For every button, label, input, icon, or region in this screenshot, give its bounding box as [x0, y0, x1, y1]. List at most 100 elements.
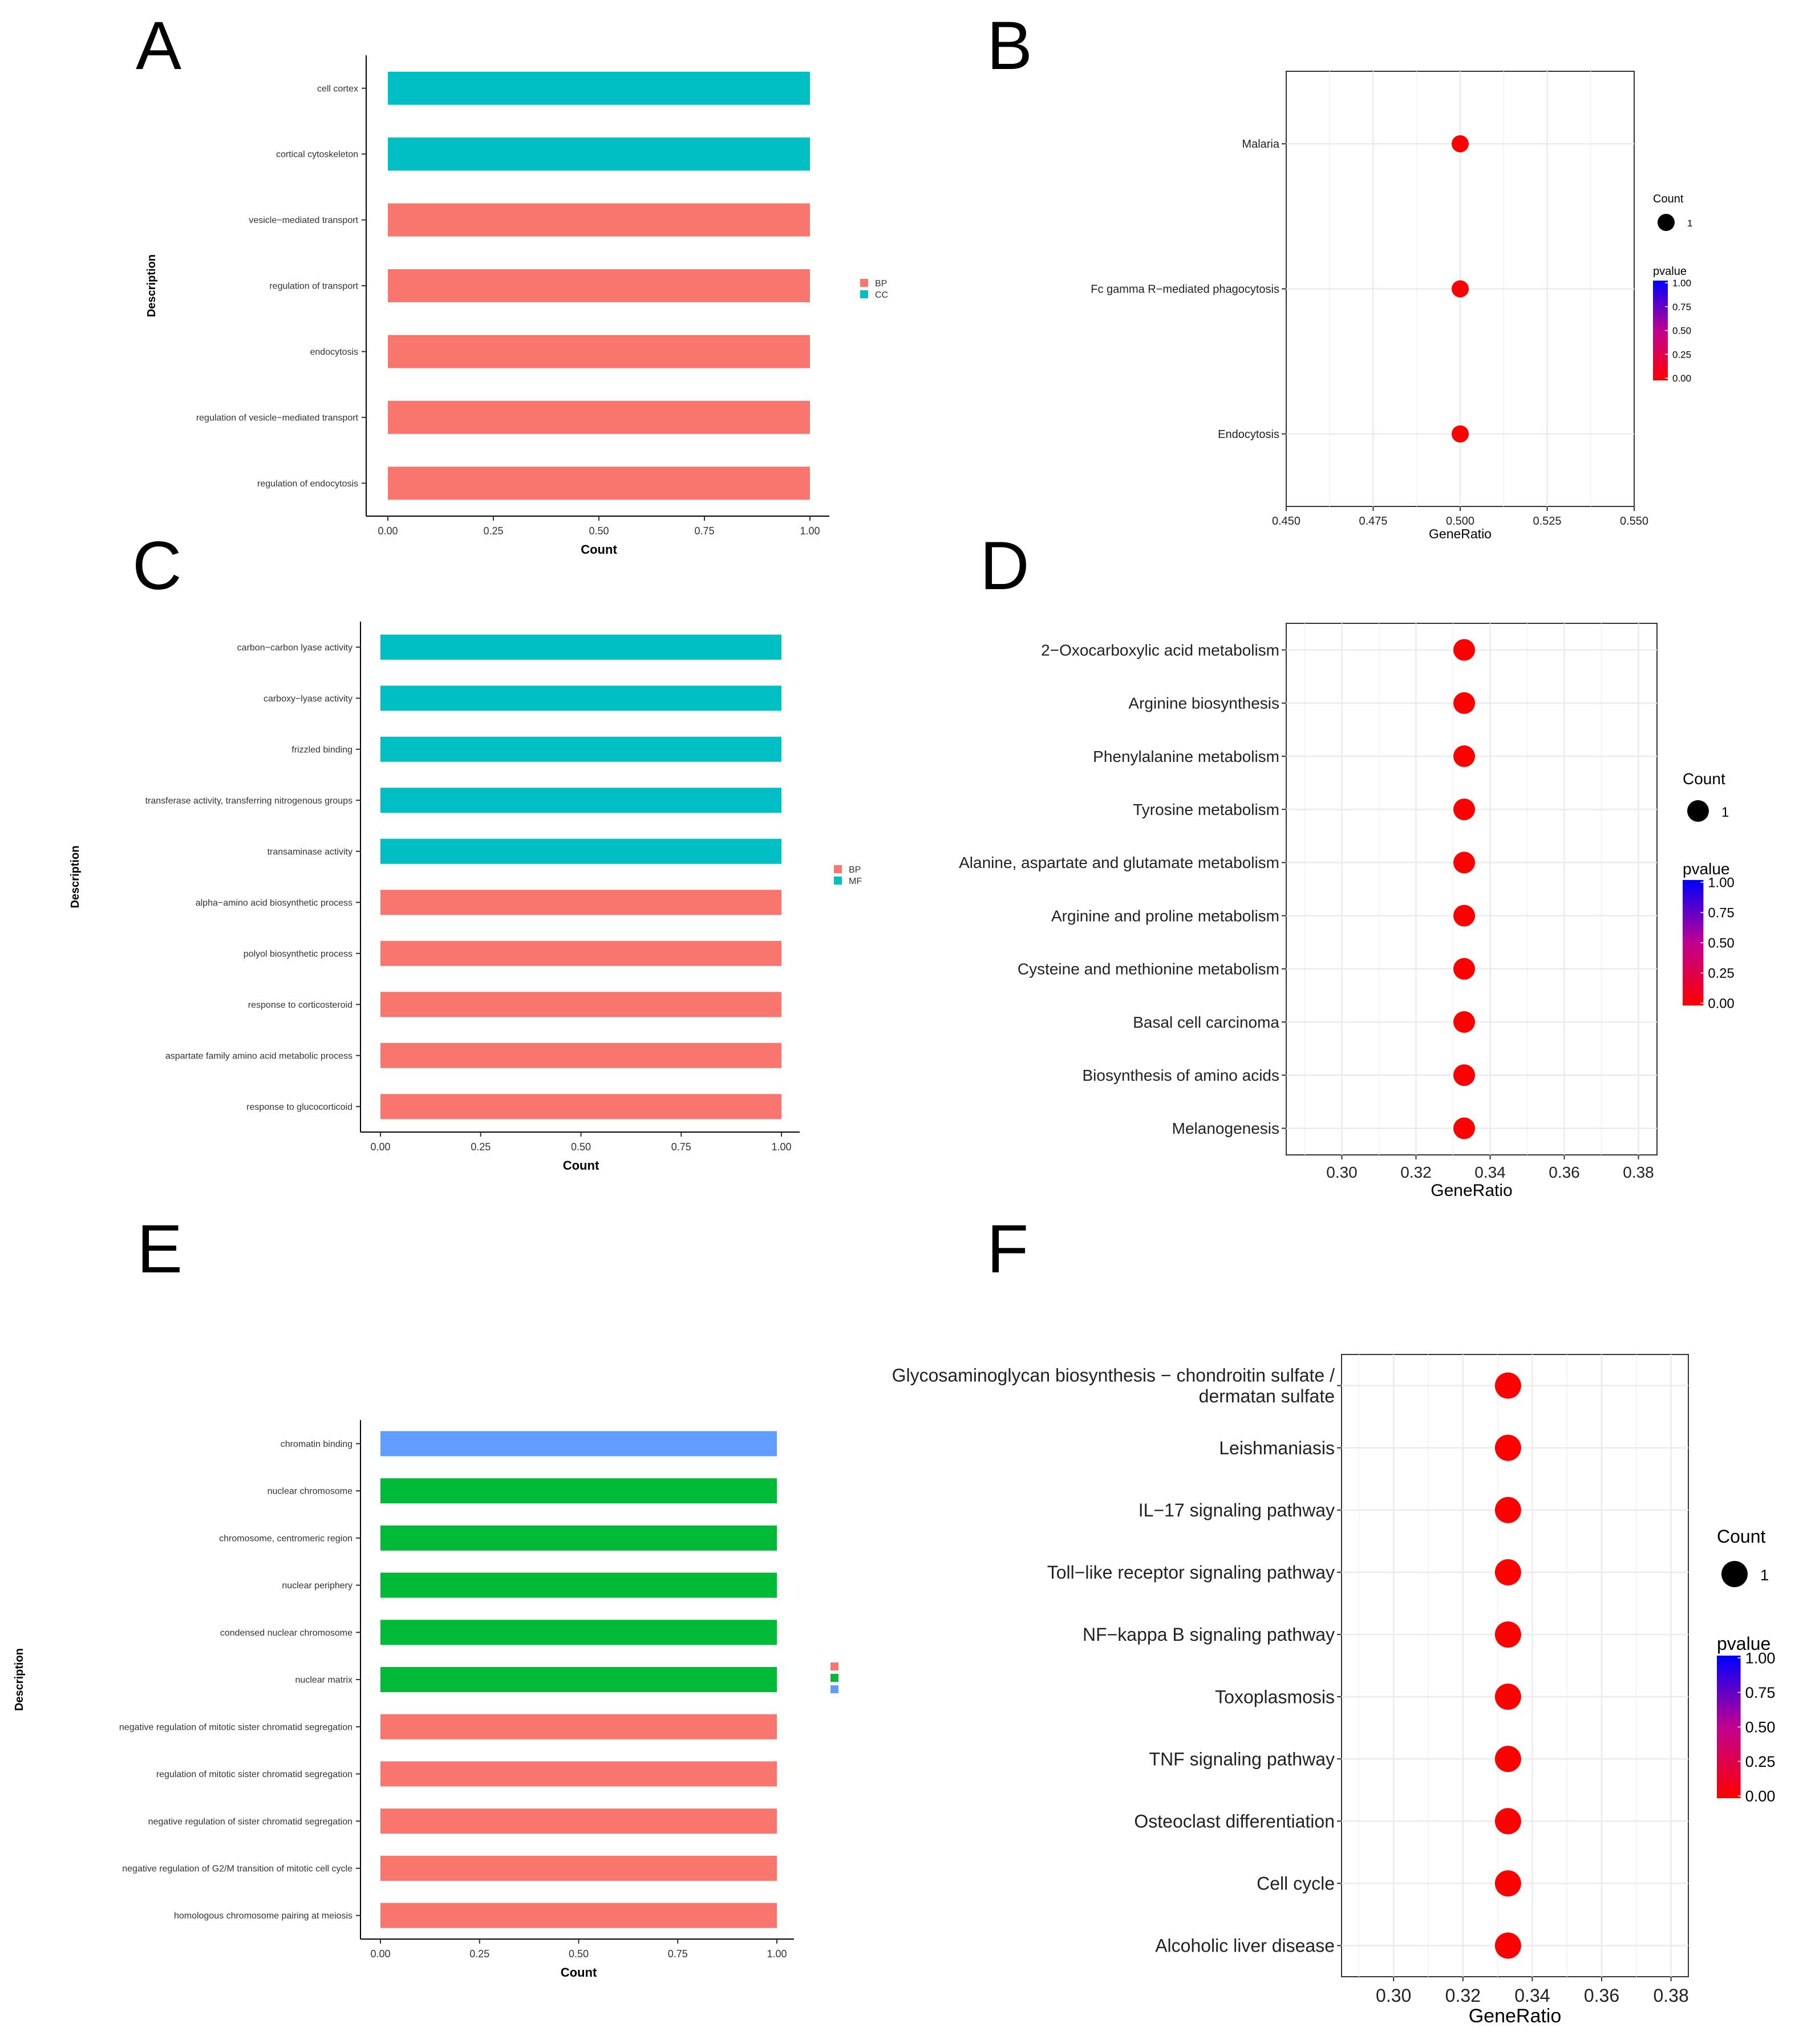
data-point	[1453, 905, 1475, 927]
data-point	[1453, 958, 1475, 980]
y-tick-label: Basal cell carcinoma	[1133, 1013, 1279, 1031]
y-tick-label: regulation of mitotic sister chromatid s…	[156, 1770, 353, 1779]
legend-size-dot	[1658, 214, 1675, 231]
legend-label: CC	[875, 290, 888, 300]
x-tick-label: 0.36	[1584, 1985, 1619, 2006]
y-tick-label: frizzled binding	[291, 745, 353, 755]
y-tick-label: vesicle−mediated transport	[249, 216, 358, 225]
legend-colorbar	[1717, 1656, 1741, 1798]
y-tick-label: Fc gamma R−mediated phagocytosis	[1091, 283, 1279, 296]
y-tick-label: alpha−amino acid biosynthetic process	[196, 898, 353, 908]
x-axis-title: GeneRatio	[1429, 526, 1492, 541]
data-point	[1453, 1011, 1475, 1033]
legend-swatch	[860, 290, 868, 298]
x-tick-label: 1.00	[767, 1948, 787, 1960]
y-tick-label: Melanogenesis	[1172, 1120, 1279, 1137]
data-point	[1453, 639, 1475, 661]
y-tick-label: Leishmaniasis	[1219, 1438, 1335, 1458]
bar	[380, 1478, 777, 1504]
legend-colorbar-label: 1.00	[1708, 875, 1734, 890]
x-tick-label: 0.75	[668, 1948, 688, 1960]
bar	[380, 736, 781, 762]
plot-panel	[1286, 623, 1658, 1155]
data-point	[1494, 1496, 1521, 1523]
y-tick-label: nuclear chromosome	[268, 1487, 353, 1496]
x-axis-title: Count	[581, 542, 617, 557]
y-tick-label: Osteoclast differentiation	[1134, 1811, 1335, 1831]
bar	[388, 203, 810, 237]
data-point	[1494, 1434, 1521, 1461]
legend-size-dot	[1721, 1561, 1748, 1587]
bar	[380, 838, 781, 864]
legend-swatch	[834, 865, 842, 873]
y-tick-label: endocytosis	[310, 347, 359, 357]
x-tick-label: 0.475	[1359, 515, 1387, 528]
data-point	[1453, 851, 1475, 874]
legend-swatch	[860, 279, 868, 287]
x-tick-label: 0.50	[569, 1948, 589, 1960]
legend-size-label: 1	[1687, 218, 1692, 229]
x-tick-label: 0.38	[1623, 1163, 1654, 1181]
legend-colorbar	[1683, 880, 1704, 1005]
x-axis-title: GeneRatio	[1431, 1181, 1512, 1200]
data-point	[1453, 1117, 1475, 1139]
bar	[380, 1431, 777, 1457]
y-tick-label: Tyrosine metabolism	[1133, 801, 1279, 818]
data-point	[1494, 1746, 1521, 1773]
bar	[388, 71, 810, 105]
legend-colorbar-label: 0.50	[1745, 1718, 1776, 1736]
x-tick-label: 0.32	[1445, 1985, 1481, 2006]
y-tick-label: Cysteine and methionine metabolism	[1018, 960, 1279, 978]
legend-swatch	[834, 877, 842, 885]
y-tick-label: Phenylalanine metabolism	[1093, 748, 1279, 765]
legend-colorbar-label: 0.00	[1672, 373, 1691, 384]
y-tick-label: regulation of transport	[269, 282, 358, 291]
bar	[380, 1855, 777, 1881]
data-point	[1494, 1559, 1521, 1585]
legend-colorbar-label: 0.00	[1745, 1787, 1776, 1805]
y-tick-label: carboxy−lyase activity	[264, 694, 353, 704]
legend-size-label: 1	[1721, 805, 1729, 820]
bar	[380, 1808, 777, 1834]
y-tick-label: condensed nuclear chromosome	[220, 1628, 353, 1638]
x-tick-label: 0.500	[1446, 515, 1474, 528]
bar	[380, 1525, 777, 1551]
legend-swatch	[830, 1674, 838, 1682]
bar	[380, 1761, 777, 1787]
legend-colorbar-label: 0.75	[1672, 302, 1691, 313]
y-tick-label: Alcoholic liver disease	[1155, 1936, 1335, 1956]
x-tick-label: 0.00	[370, 1948, 390, 1960]
legend-swatch	[830, 1685, 838, 1693]
x-tick-label: 0.38	[1653, 1985, 1688, 2006]
x-axis-title: Count	[561, 1965, 597, 1980]
data-point	[1494, 1870, 1521, 1897]
y-tick-label: Biosynthesis of amino acids	[1082, 1066, 1279, 1084]
panel-label-a: A	[136, 7, 182, 84]
x-tick-label: 0.50	[589, 525, 609, 537]
y-tick-label: nuclear matrix	[295, 1676, 353, 1685]
legend-colorbar-label: 1.00	[1672, 278, 1691, 289]
bar	[380, 1620, 777, 1645]
y-tick-label: response to glucocorticoid	[246, 1102, 353, 1112]
x-tick-label: 0.30	[1376, 1985, 1411, 2006]
x-tick-label: 0.00	[370, 1141, 390, 1153]
data-point	[1452, 425, 1469, 443]
panel-label-e: E	[137, 1211, 183, 1287]
legend-title-pvalue: pvalue	[1683, 860, 1730, 878]
y-tick-label: dermatan sulfate	[1199, 1386, 1335, 1406]
bar	[380, 940, 781, 966]
y-axis-title: Description	[69, 845, 82, 908]
y-tick-label: NF−kappa B signaling pathway	[1083, 1624, 1335, 1645]
bar	[380, 1572, 777, 1598]
legend-title-count: Count	[1717, 1526, 1766, 1547]
legend-colorbar-label: 0.25	[1708, 966, 1734, 981]
data-point	[1494, 1684, 1521, 1710]
panel-label-d: D	[980, 528, 1030, 604]
y-tick-label: carbon−carbon lyase activity	[237, 643, 353, 652]
y-tick-label: negative regulation of G2/M transition o…	[122, 1864, 353, 1874]
bar	[388, 137, 810, 171]
data-point	[1494, 1808, 1521, 1835]
